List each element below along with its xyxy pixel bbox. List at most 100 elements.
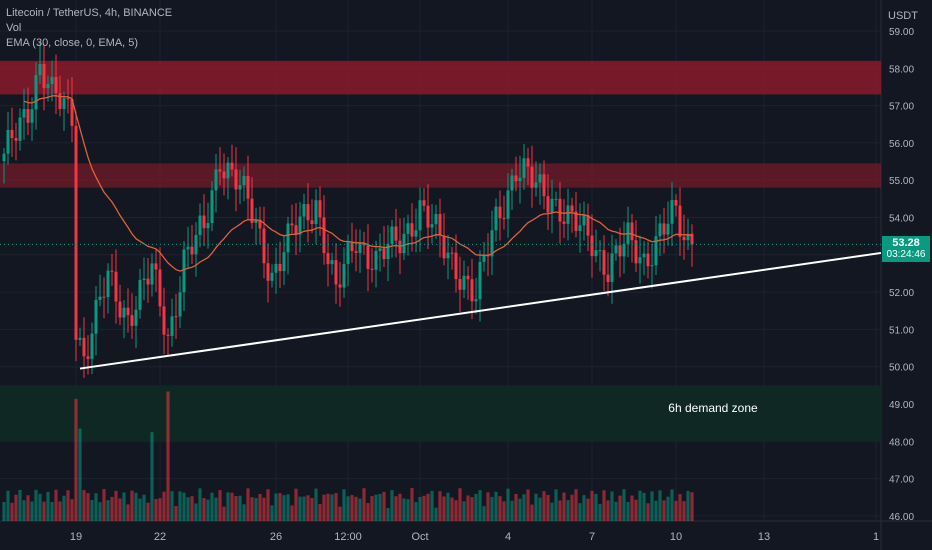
candle-body: [654, 236, 658, 266]
time-tick-label: 12:00: [334, 531, 362, 543]
candle-body: [334, 260, 338, 285]
volume-bar: [186, 497, 190, 521]
volume-bar: [234, 496, 238, 521]
volume-bar: [430, 490, 434, 521]
volume-bar: [382, 491, 386, 521]
candle-body: [590, 235, 594, 257]
price-tick-label: 47.00: [889, 475, 914, 486]
candle-body: [354, 251, 358, 253]
ema-line: [0, 95, 881, 272]
candle-body: [90, 333, 94, 359]
candle-body: [230, 162, 234, 170]
volume-indicator-label[interactable]: Vol: [6, 22, 22, 34]
candle-body: [398, 240, 402, 254]
candlesticks: [2, 42, 694, 378]
volume-bar: [122, 492, 126, 521]
volume-bar: [630, 495, 634, 521]
volume-bar: [138, 498, 142, 521]
candle-body: [478, 261, 482, 300]
volume-bar: [378, 493, 382, 521]
volume-bar: [418, 496, 422, 521]
volume-bar: [286, 494, 290, 521]
volume-bar: [90, 500, 94, 521]
candle-body: [586, 215, 590, 236]
volume-bar: [230, 492, 234, 521]
volume-bar: [38, 493, 42, 521]
volume-bar: [662, 500, 666, 521]
candle-body: [54, 76, 58, 94]
volume-bar: [650, 491, 654, 521]
candle-body: [630, 222, 634, 241]
candle-body: [170, 316, 174, 336]
candle-body: [218, 169, 222, 172]
candle-body: [370, 268, 374, 270]
ema-indicator-label[interactable]: EMA (30, close, 0, EMA, 5): [6, 37, 139, 49]
volume-bar: [678, 494, 682, 521]
volume-bar: [478, 490, 482, 521]
volume-bar: [366, 503, 370, 521]
volume-bar: [190, 496, 194, 521]
volume-bar: [654, 500, 658, 521]
candle-body: [402, 233, 406, 254]
volume-bar: [254, 498, 258, 521]
volume-bar: [198, 488, 202, 521]
volume-bar: [690, 492, 694, 521]
candle-body: [302, 204, 306, 217]
candle-body: [278, 263, 282, 272]
trendline[interactable]: [79, 251, 882, 370]
volume-bar: [590, 490, 594, 521]
volume-bar: [666, 496, 670, 521]
volume-bar: [506, 488, 510, 521]
volume-bar: [26, 495, 30, 521]
volume-bar: [422, 495, 426, 521]
volume-bar: [306, 495, 310, 521]
volume-bar: [618, 495, 622, 521]
time-axis[interactable]: 19 22 26 12:00 Oct 4 7 10 13 1: [70, 531, 879, 543]
candle-body: [322, 217, 326, 254]
candle-body: [102, 296, 106, 298]
candle-body: [118, 301, 122, 318]
price-axis[interactable]: 59.0058.0057.0056.0055.0054.0053.0052.00…: [889, 27, 914, 523]
volume-bar: [634, 499, 638, 521]
candle-body: [222, 171, 226, 179]
volume-bar: [614, 501, 618, 521]
volume-bar: [394, 496, 398, 521]
volume-bar: [250, 497, 254, 521]
candle-body: [62, 98, 66, 109]
candle-body: [678, 205, 682, 237]
time-tick-label: 4: [505, 531, 511, 543]
volume-bar: [358, 498, 362, 521]
volume-bar: [486, 492, 490, 521]
volume-bar: [78, 428, 82, 521]
symbol-title[interactable]: Litecoin / TetherUS, 4h, BINANCE: [6, 7, 173, 19]
volume-bar: [686, 490, 690, 521]
candle-body: [386, 243, 390, 260]
candle-body: [66, 98, 70, 100]
volume-bar: [58, 501, 62, 521]
candle-body: [282, 252, 286, 272]
price-tick-label: 55.00: [889, 176, 914, 187]
volume-bar: [202, 498, 206, 521]
volume-bar: [510, 500, 514, 521]
candle-body: [150, 263, 154, 285]
candle-body: [18, 117, 22, 141]
volume-bar: [682, 501, 686, 521]
candle-body: [426, 205, 430, 228]
volume-bar: [62, 495, 66, 521]
volume-bar: [582, 495, 586, 521]
candle-body: [274, 263, 278, 273]
volume-bar: [278, 493, 282, 521]
volume-bar: [154, 499, 158, 521]
candle-body: [186, 246, 190, 250]
candle-body: [382, 248, 386, 260]
volume-bar: [374, 494, 378, 521]
time-tick-label: 1: [873, 531, 879, 543]
time-tick-label: 7: [589, 531, 595, 543]
candle-body: [26, 109, 30, 123]
candle-body: [158, 269, 162, 307]
candle-body: [326, 253, 330, 265]
volume-bar: [130, 490, 134, 521]
candle-body: [234, 169, 238, 190]
candle-body: [306, 204, 310, 221]
